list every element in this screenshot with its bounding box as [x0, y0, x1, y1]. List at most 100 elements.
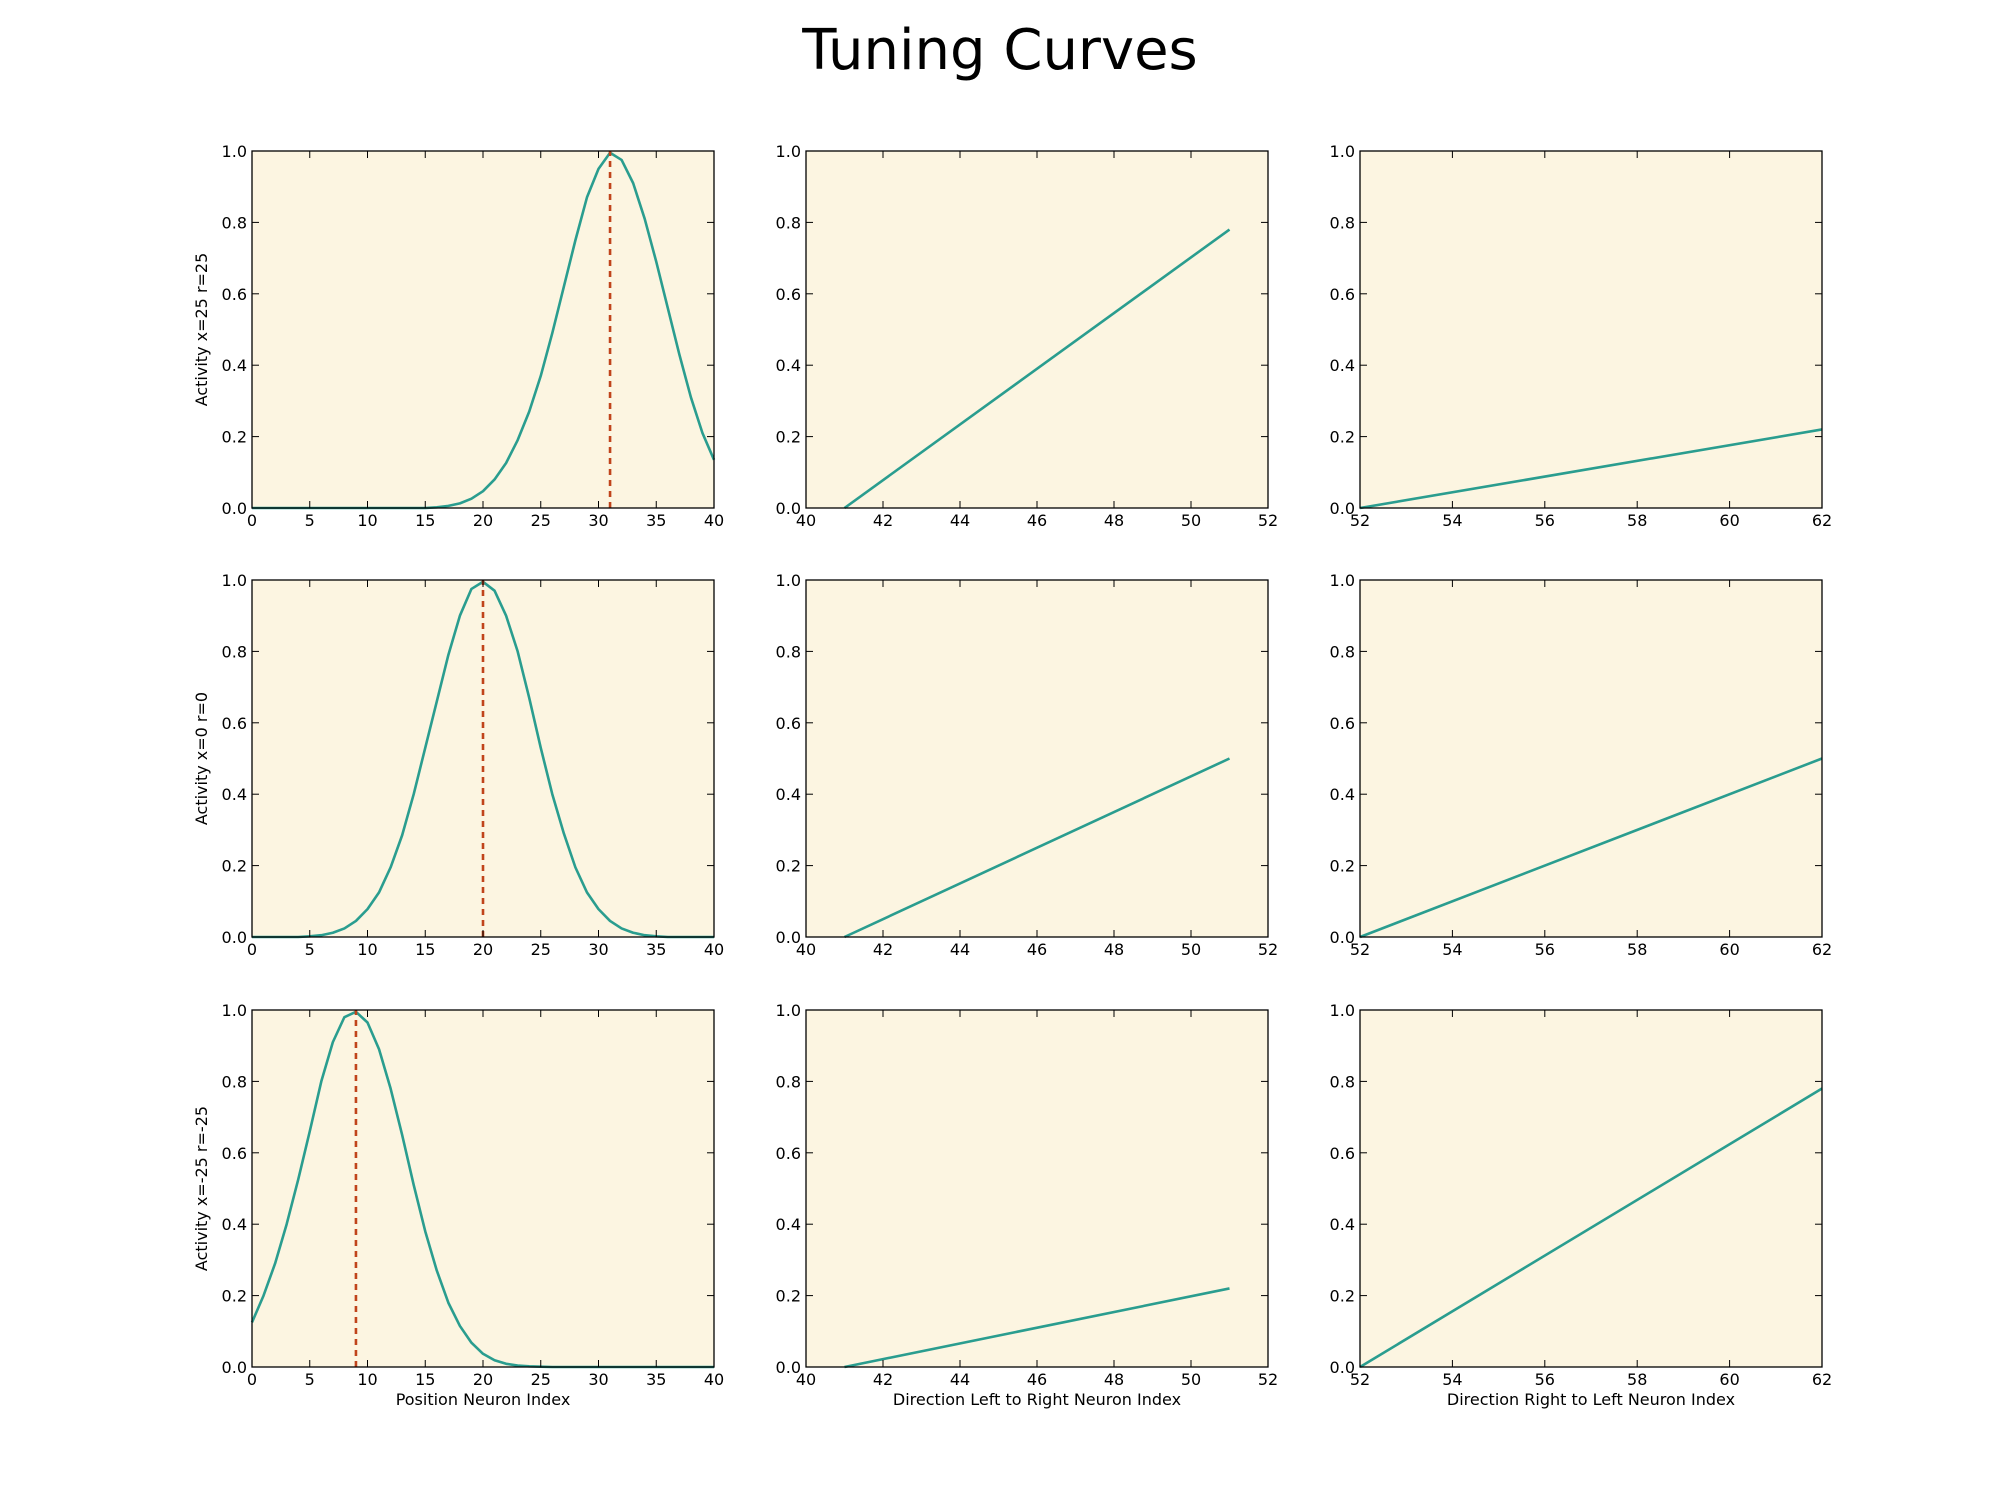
panel-2-2-xtick-label: 56	[1535, 1370, 1555, 1389]
panel-2-1-xtick-label: 52	[1258, 1370, 1278, 1389]
panel-2-2-xtick-label: 62	[1812, 1370, 1832, 1389]
panel-1-0-xtick-label: 30	[588, 940, 608, 959]
panel-1-2-xtick-label: 58	[1627, 940, 1647, 959]
panel-1-0-xtick-label: 40	[704, 940, 724, 959]
panel-0-1-series-line-0	[843, 228, 1231, 510]
panel-0-2-plot-area	[1360, 151, 1822, 508]
panel-2-2-xtick-label: 54	[1442, 1370, 1462, 1389]
panel-1-0-ytick-label: 0.0	[222, 928, 247, 947]
panel-0-1-ytick-label: 0.2	[776, 428, 801, 447]
panel-1-1-ytick-label: 0.4	[776, 785, 801, 804]
panel-1-2-xtick-label: 52	[1350, 940, 1370, 959]
panel-1-1-ytick-label: 0.2	[776, 857, 801, 876]
panel-2-0-xtick-label: 40	[704, 1370, 724, 1389]
panel-1-0-xtick-label: 0	[247, 940, 257, 959]
panel-2-1-xtick-label: 44	[950, 1370, 970, 1389]
panel-2-1-ytick-label: 0.4	[776, 1215, 801, 1234]
panel-2-2-ytick-label: 1.0	[1330, 1001, 1355, 1020]
panel-2-2-ytick-label: 0.6	[1330, 1144, 1355, 1163]
panel-0-1-xtick-label: 42	[873, 511, 893, 530]
panel-0-0-xtick-label: 35	[646, 511, 666, 530]
panel-0-1-xtick-label: 46	[1027, 511, 1047, 530]
panel-1-0-ytick-label: 0.8	[222, 642, 247, 661]
panel-2-2-ytick-label: 0.8	[1330, 1072, 1355, 1091]
panel-1-2-xtick-label: 60	[1719, 940, 1739, 959]
panel-1-1-xtick-label: 48	[1104, 940, 1124, 959]
panel-2-2-ytick-label: 0.4	[1330, 1215, 1355, 1234]
panel-2-0-xtick-label: 25	[531, 1370, 551, 1389]
panel-0-2-xtick-label: 52	[1350, 511, 1370, 530]
panel-0-2-ytick-label: 0.8	[1330, 213, 1355, 232]
panel-2-1-ytick-label: 0.6	[776, 1144, 801, 1163]
panel-0-2-ytick-label: 0.0	[1330, 499, 1355, 518]
panel-2-2-xtick-label: 60	[1719, 1370, 1739, 1389]
panel-2-1-xtick-label: 42	[873, 1370, 893, 1389]
panel-1-0-ytick-label: 0.4	[222, 785, 247, 804]
panel-0-1-ytick-label: 0.6	[776, 285, 801, 304]
panel-0-1-ytick-label: 0.8	[776, 213, 801, 232]
panel-2-1-xlabel: Direction Left to Right Neuron Index	[893, 1390, 1181, 1409]
panel-1-1-ytick-label: 0.8	[776, 642, 801, 661]
panel-0-1-ytick-label: 1.0	[776, 142, 801, 161]
panel-1-1-ytick-label: 0.0	[776, 928, 801, 947]
panel-2-1-xtick-label: 40	[796, 1370, 816, 1389]
panel-1-1-xtick-label: 42	[873, 940, 893, 959]
panel-0-1-xtick-label: 44	[950, 511, 970, 530]
panel-0-1-xtick-label: 40	[796, 511, 816, 530]
panel-2-2-series-line-0	[1359, 1087, 1823, 1369]
panel-2-0-xtick-label: 30	[588, 1370, 608, 1389]
panel-0-2-xtick-label: 56	[1535, 511, 1555, 530]
panel-0-2-ytick-label: 0.6	[1330, 285, 1355, 304]
panel-0-2-ytick-label: 0.2	[1330, 428, 1355, 447]
panel-1-0-xtick-label: 10	[357, 940, 377, 959]
panel-2-0-ytick-label: 0.4	[222, 1215, 247, 1234]
panel-1-1-xtick-label: 40	[796, 940, 816, 959]
panel-0-1-plot-area	[806, 151, 1268, 508]
panel-1-1-xtick-label: 44	[950, 940, 970, 959]
figure-title: Tuning Curves	[802, 18, 1198, 83]
panel-2-2-ytick-label: 0.2	[1330, 1287, 1355, 1306]
panel-1-2-ytick-label: 0.0	[1330, 928, 1355, 947]
panel-1-0-ytick-label: 0.2	[222, 857, 247, 876]
panel-0-0-ylabel: Activity x=25 r=25	[192, 253, 211, 407]
panel-1-1-ytick-label: 0.6	[776, 714, 801, 733]
panel-2-0-xtick-label: 15	[415, 1370, 435, 1389]
panel-0-2-ytick-label: 1.0	[1330, 142, 1355, 161]
panel-1-2-axes-frame	[1359, 579, 1823, 938]
panel-1-2-ytick-label: 1.0	[1330, 571, 1355, 590]
panel-2-0-xtick-label: 20	[473, 1370, 493, 1389]
panel-0-0-xtick-label: 0	[247, 511, 257, 530]
panel-1-0-xtick-label: 5	[305, 940, 315, 959]
panel-1-0-ylabel: Activity x=0 r=0	[192, 692, 211, 825]
panel-2-0-xtick-label: 35	[646, 1370, 666, 1389]
panel-1-1-ytick-label: 1.0	[776, 571, 801, 590]
panel-2-1-ytick-label: 0.8	[776, 1072, 801, 1091]
panel-2-1-xtick-label: 50	[1181, 1370, 1201, 1389]
panel-1-2-ytick-label: 0.2	[1330, 857, 1355, 876]
panel-1-0-xtick-label: 15	[415, 940, 435, 959]
panel-0-0-xtick-label: 20	[473, 511, 493, 530]
panel-0-1-xtick-label: 48	[1104, 511, 1124, 530]
panel-0-0-ytick-label: 0.6	[222, 285, 247, 304]
panel-1-2-plot-area	[1360, 580, 1822, 937]
panel-2-0-xtick-label: 0	[247, 1370, 257, 1389]
panel-2-2-ytick-label: 0.0	[1330, 1358, 1355, 1377]
panel-1-2-xtick-label: 54	[1442, 940, 1462, 959]
panel-0-0-ytick-label: 0.0	[222, 499, 247, 518]
panel-1-2-series-line-0	[1359, 757, 1823, 939]
panel-0-0-ytick-label: 0.2	[222, 428, 247, 447]
panel-1-2-xtick-label: 56	[1535, 940, 1555, 959]
panel-0-0-ytick-label: 1.0	[222, 142, 247, 161]
panel-2-1-ytick-label: 0.2	[776, 1287, 801, 1306]
panel-1-1-xtick-label: 50	[1181, 940, 1201, 959]
panel-2-2-xtick-label: 58	[1627, 1370, 1647, 1389]
panel-2-0-xlabel: Position Neuron Index	[396, 1390, 571, 1409]
panel-2-1-ytick-label: 1.0	[776, 1001, 801, 1020]
panel-1-1-plot-area	[806, 580, 1268, 937]
panel-1-1-xtick-label: 52	[1258, 940, 1278, 959]
panel-0-1-ytick-label: 0.4	[776, 356, 801, 375]
panel-0-1-xtick-label: 52	[1258, 511, 1278, 530]
panel-0-2-xtick-label: 58	[1627, 511, 1647, 530]
panel-1-0-xtick-label: 35	[646, 940, 666, 959]
panel-2-2-xlabel: Direction Right to Left Neuron Index	[1447, 1390, 1735, 1409]
